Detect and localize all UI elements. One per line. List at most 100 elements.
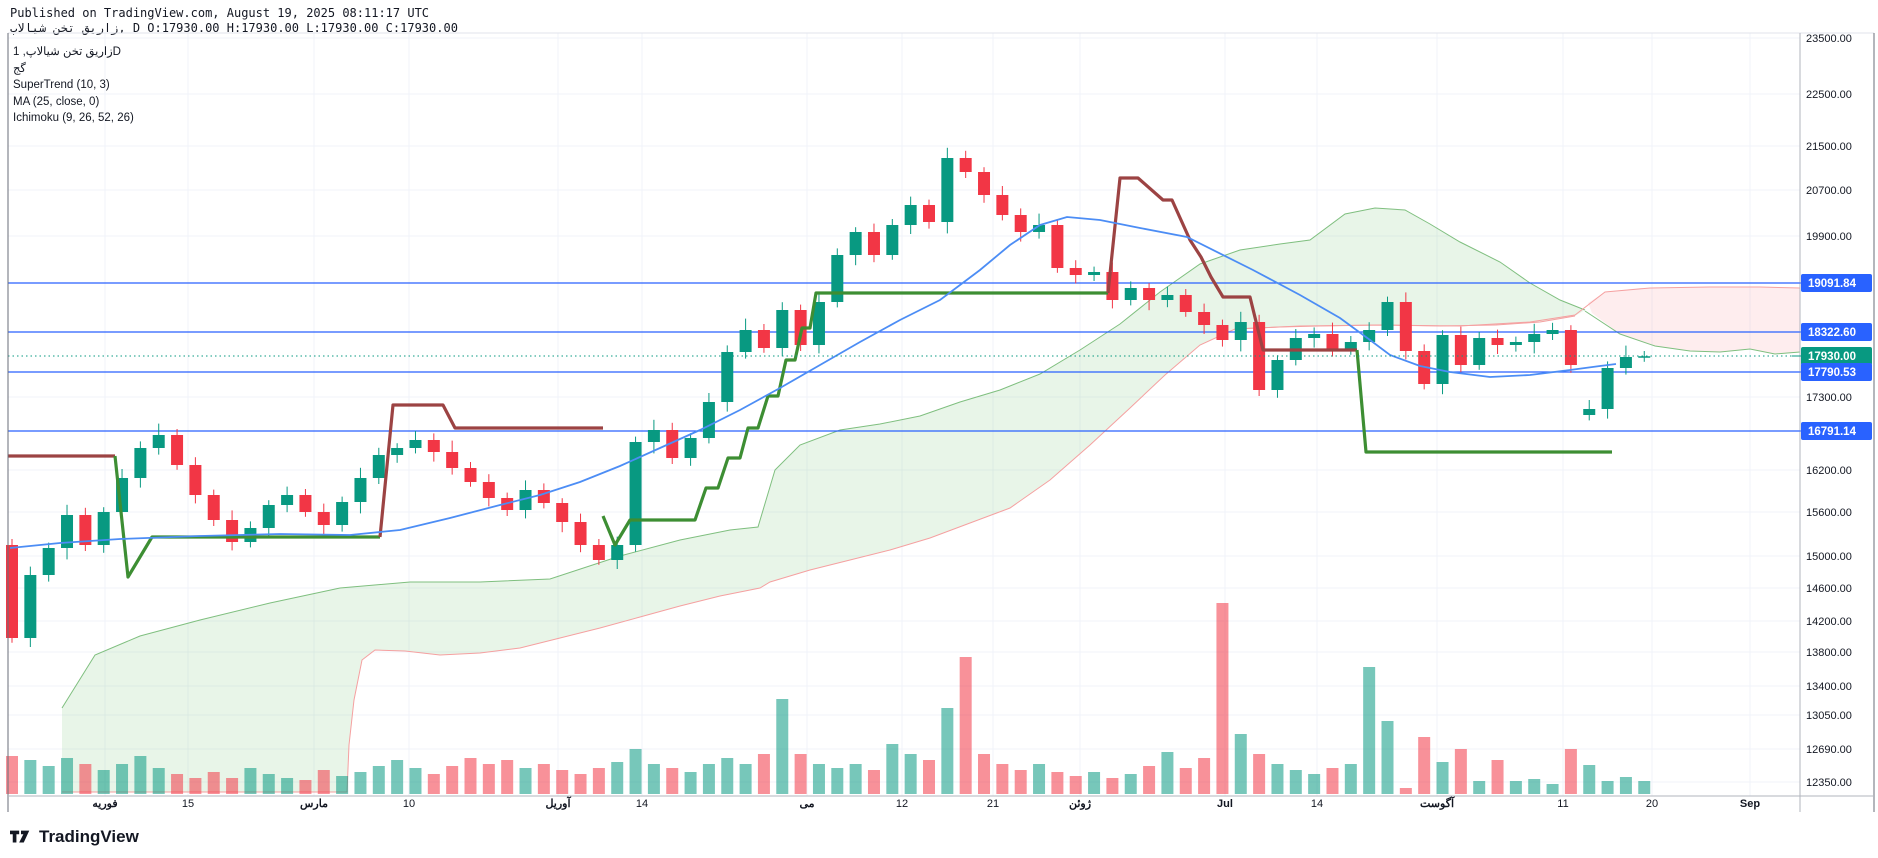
candle xyxy=(1436,335,1449,384)
price-axis-label[interactable]: 12350.00 xyxy=(1806,777,1852,789)
price-badge-17790.53[interactable] xyxy=(1801,363,1872,381)
volume-bar xyxy=(317,770,330,794)
volume-bar xyxy=(996,764,1009,794)
price-axis-label[interactable]: 13050.00 xyxy=(1806,710,1852,722)
price-alert-lines[interactable] xyxy=(8,282,1800,432)
volume-bar xyxy=(1399,788,1412,794)
time-axis-label[interactable]: 15 xyxy=(182,798,194,810)
time-axis-label[interactable]: آوریل xyxy=(545,796,571,810)
candle xyxy=(592,545,605,560)
time-axis-label[interactable]: 20 xyxy=(1646,798,1658,810)
price-axis-label[interactable]: 21500.00 xyxy=(1806,141,1852,153)
candle xyxy=(1491,338,1504,345)
volume-bar xyxy=(959,657,972,794)
candle xyxy=(556,503,569,522)
volume-bar xyxy=(97,770,110,794)
time-axis-label[interactable]: 10 xyxy=(403,798,415,810)
symbol-ohlc-header: زاريق تخن شيالاپ, D O:17930.00 H:17930.0… xyxy=(10,21,458,35)
volume-bar xyxy=(1124,774,1137,794)
candle xyxy=(1619,357,1632,368)
candle xyxy=(1088,272,1101,275)
candle xyxy=(1528,334,1541,342)
volume-bar xyxy=(739,764,752,794)
volume-bar xyxy=(6,756,18,794)
legend-supertrend-row[interactable]: SuperTrend (10, 3) xyxy=(13,79,110,91)
volume-bar xyxy=(519,768,532,794)
volume-bar xyxy=(336,776,349,794)
legend-source-row[interactable]: گج xyxy=(13,62,26,75)
candle xyxy=(1509,342,1522,345)
price-axis-label[interactable]: 19900.00 xyxy=(1806,231,1852,243)
price-axis-label[interactable]: 22500.00 xyxy=(1806,89,1852,101)
time-axis[interactable]: فوریه 15 مارس 10 آوریل 14 می 12 21 ژوئن Jul 14 آگوست… xyxy=(92,796,1760,810)
volume-bar xyxy=(1216,603,1229,794)
volume-bar xyxy=(849,764,862,794)
volume-bar xyxy=(556,770,569,794)
candle xyxy=(262,505,275,528)
candle xyxy=(464,468,477,482)
ichimoku-pink-cloud xyxy=(1588,287,1800,354)
volume-bar xyxy=(1381,721,1394,794)
legend-ma-row[interactable]: MA (25, close, 0) xyxy=(13,95,100,108)
volume-bar xyxy=(1326,768,1339,794)
candle xyxy=(226,520,239,542)
legend-ichimoku-row[interactable]: Ichimoku (9, 26, 52, 26) xyxy=(13,112,134,124)
price-axis[interactable]: 23500.00 22500.00 21500.00 20700.00 19900.00… xyxy=(1792,33,1872,789)
candle xyxy=(1234,322,1247,340)
volume-bar xyxy=(1198,758,1211,794)
volume-bar xyxy=(1528,779,1541,794)
volume-bar xyxy=(482,764,495,794)
volume-bar xyxy=(1564,749,1577,794)
volume-bar xyxy=(1509,781,1522,794)
volume-bar xyxy=(1454,749,1467,794)
candle xyxy=(1051,225,1064,268)
candle xyxy=(812,302,825,345)
price-axis-label[interactable]: 16200.00 xyxy=(1806,465,1852,477)
time-axis-label[interactable]: 11 xyxy=(1557,798,1568,810)
price-axis-label[interactable]: 12690.00 xyxy=(1806,744,1852,756)
candle xyxy=(739,330,752,352)
price-axis-label[interactable]: 15600.00 xyxy=(1806,507,1852,519)
price-axis-label[interactable]: 14200.00 xyxy=(1806,616,1852,628)
price-axis-label[interactable]: 17300.00 xyxy=(1806,392,1852,404)
time-axis-label[interactable]: فوریه xyxy=(92,798,117,810)
price-axis-label[interactable]: 13800.00 xyxy=(1806,647,1852,659)
volume-bar xyxy=(1583,765,1596,794)
time-axis-label[interactable]: می xyxy=(799,798,814,810)
price-badge-16791.14[interactable] xyxy=(1801,422,1872,440)
legend-symbol-row[interactable]: زاريق تخن شيالاپ, 1D xyxy=(13,46,121,58)
candle xyxy=(1363,330,1376,342)
price-badge-label: 17790.53 xyxy=(1808,367,1856,379)
price-axis-label[interactable]: 13400.00 xyxy=(1806,681,1852,693)
price-axis-label[interactable]: 23500.00 xyxy=(1806,33,1852,45)
price-badge-18322.60[interactable] xyxy=(1801,323,1872,341)
candle xyxy=(1271,360,1284,390)
time-axis-label[interactable]: آگوست xyxy=(1420,796,1455,810)
candle xyxy=(281,495,294,505)
candle xyxy=(354,478,367,502)
time-axis-label[interactable]: Sep xyxy=(1740,798,1760,810)
time-axis-label[interactable]: 14 xyxy=(1311,798,1323,810)
time-axis-label[interactable]: 12 xyxy=(896,798,908,810)
time-axis-label[interactable]: Jul xyxy=(1217,798,1233,810)
price-axis-label[interactable]: 14600.00 xyxy=(1806,583,1852,595)
candle xyxy=(134,448,147,478)
price-axis-label[interactable]: 20700.00 xyxy=(1806,185,1852,197)
volume-bar xyxy=(134,756,147,794)
volume-bar xyxy=(501,760,514,794)
time-axis-label[interactable]: ژوئن xyxy=(1069,798,1092,810)
candle xyxy=(1473,338,1486,365)
candle xyxy=(1326,334,1339,350)
price-axis-label[interactable]: 15000.00 xyxy=(1806,551,1852,563)
tradingview-logo[interactable]: TradingView xyxy=(10,827,139,847)
time-axis-label[interactable]: مارس xyxy=(300,798,328,810)
price-badge-19091.84[interactable] xyxy=(1801,274,1872,292)
price-badge-17930.00[interactable] xyxy=(1801,347,1872,365)
volume-bar xyxy=(446,766,459,794)
supertrend-down xyxy=(1106,176,1357,352)
time-axis-label[interactable]: 21 xyxy=(987,798,999,810)
candle xyxy=(42,548,55,575)
time-axis-label[interactable]: 14 xyxy=(636,798,648,810)
chart-frame xyxy=(7,32,1875,812)
